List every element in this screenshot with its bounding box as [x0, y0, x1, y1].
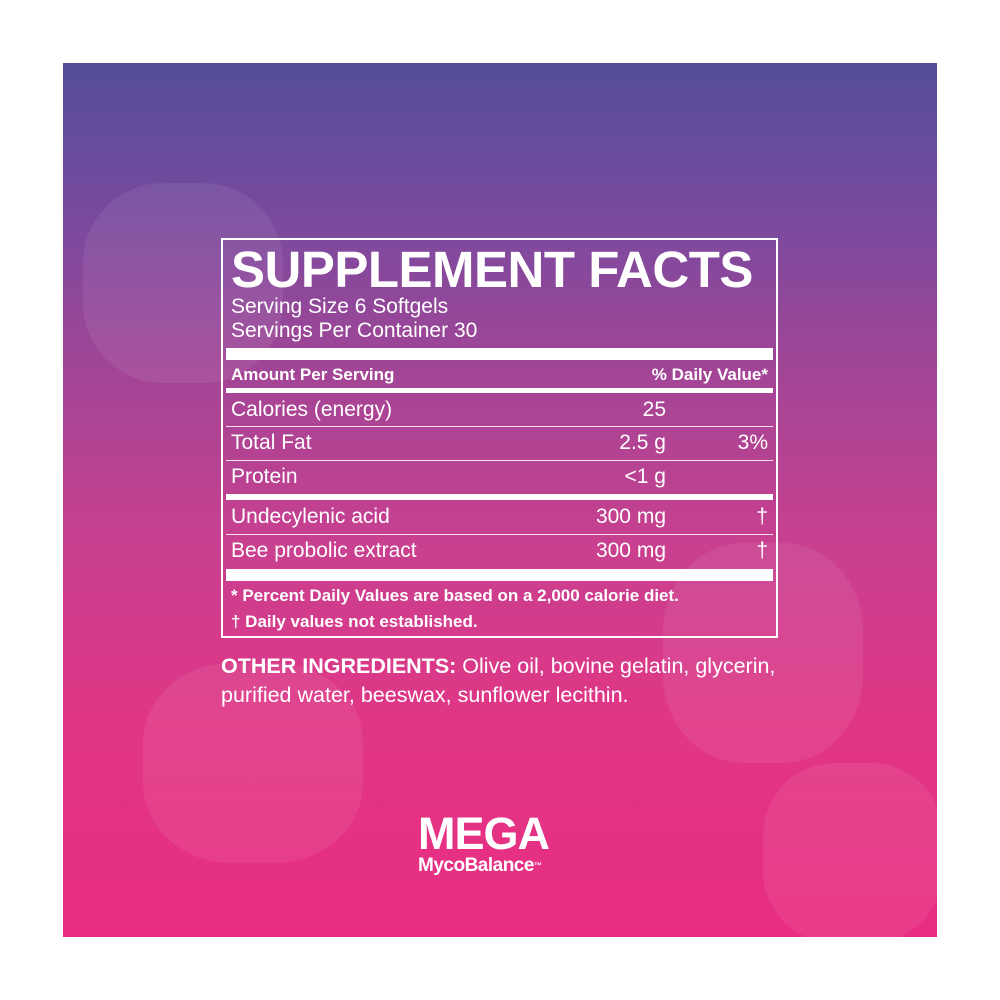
row-divider [226, 460, 773, 461]
nutrient-amount: <1 g [624, 465, 666, 488]
thick-divider [226, 569, 773, 581]
ingredient-name: Bee probolic extract [231, 539, 417, 562]
brand-logo: MEGA MycoBalance™ [418, 808, 550, 876]
ingredient-name: Undecylenic acid [231, 505, 390, 528]
footnote-not-established: † Daily values not established. [231, 612, 478, 631]
other-ingredients-label: OTHER INGREDIENTS: [221, 654, 457, 678]
ingredient-amount: 300 mg [595, 539, 666, 562]
trademark: ™ [533, 861, 542, 870]
other-ingredients: OTHER INGREDIENTS: Olive oil, bovine gel… [221, 652, 781, 709]
facts-title: SUPPLEMENT FACTS [231, 241, 753, 298]
ingredient-dv: † [756, 505, 768, 528]
footnote-daily-values: * Percent Daily Values are based on a 2,… [231, 586, 679, 605]
ingredient-amount: 300 mg [595, 505, 666, 528]
other-ingredients-text: Olive oil, bovine gelatin, glycerin, pur… [221, 654, 776, 707]
logo-mega: MEGA [418, 808, 550, 859]
logo-product-name: MycoBalance [418, 855, 534, 876]
row-divider [226, 426, 773, 427]
divider [226, 494, 773, 500]
honeycomb-decoration [763, 763, 937, 937]
nutrient-name: Protein [231, 465, 298, 488]
nutrient-name: Calories (energy) [231, 398, 393, 421]
nutrient-amount: 25 [642, 398, 666, 421]
ingredient-dv: † [756, 539, 768, 562]
row-divider [226, 534, 773, 535]
servings-per-container: Servings Per Container 30 [231, 319, 478, 342]
thick-divider [226, 348, 773, 360]
header-amount: Amount Per Serving [231, 365, 395, 384]
nutrient-amount: 2.5 g [619, 431, 666, 454]
nutrient-name: Total Fat [231, 431, 312, 454]
logo-mycobalance: MycoBalance™ [418, 856, 549, 876]
honeycomb-decoration [143, 663, 363, 863]
product-background [63, 63, 937, 937]
supplement-facts-panel: SUPPLEMENT FACTS Serving Size 6 Softgels… [221, 238, 778, 638]
serving-size: Serving Size 6 Softgels [231, 295, 449, 318]
divider [226, 388, 773, 393]
header-daily-value: % Daily Value* [651, 365, 768, 384]
nutrient-dv: 3% [737, 431, 768, 454]
